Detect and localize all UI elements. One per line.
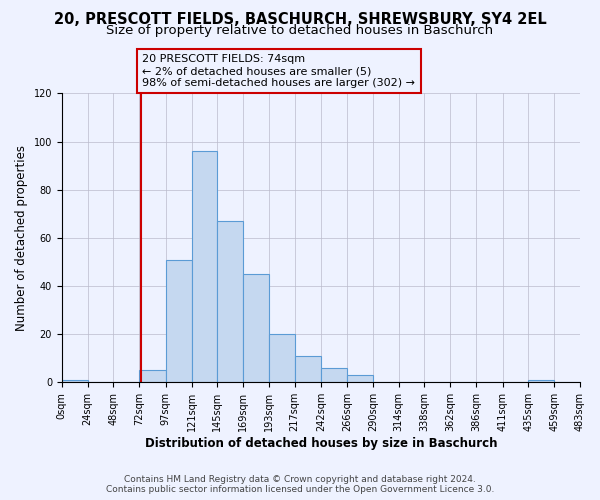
Bar [243, 274, 269, 382]
Bar [191, 151, 217, 382]
Text: 20 PRESCOTT FIELDS: 74sqm
← 2% of detached houses are smaller (5)
98% of semi-de: 20 PRESCOTT FIELDS: 74sqm ← 2% of detach… [142, 54, 415, 88]
Bar [217, 221, 243, 382]
Y-axis label: Number of detached properties: Number of detached properties [15, 145, 28, 331]
Bar [62, 380, 88, 382]
Bar [295, 356, 322, 382]
Text: Contains HM Land Registry data © Crown copyright and database right 2024.
Contai: Contains HM Land Registry data © Crown c… [106, 474, 494, 494]
Bar [529, 380, 554, 382]
Text: Size of property relative to detached houses in Baschurch: Size of property relative to detached ho… [106, 24, 494, 37]
Bar [139, 370, 166, 382]
Bar [347, 375, 373, 382]
Text: 20, PRESCOTT FIELDS, BASCHURCH, SHREWSBURY, SY4 2EL: 20, PRESCOTT FIELDS, BASCHURCH, SHREWSBU… [53, 12, 547, 28]
Bar [166, 260, 191, 382]
Bar [322, 368, 347, 382]
Bar [269, 334, 295, 382]
X-axis label: Distribution of detached houses by size in Baschurch: Distribution of detached houses by size … [145, 437, 497, 450]
